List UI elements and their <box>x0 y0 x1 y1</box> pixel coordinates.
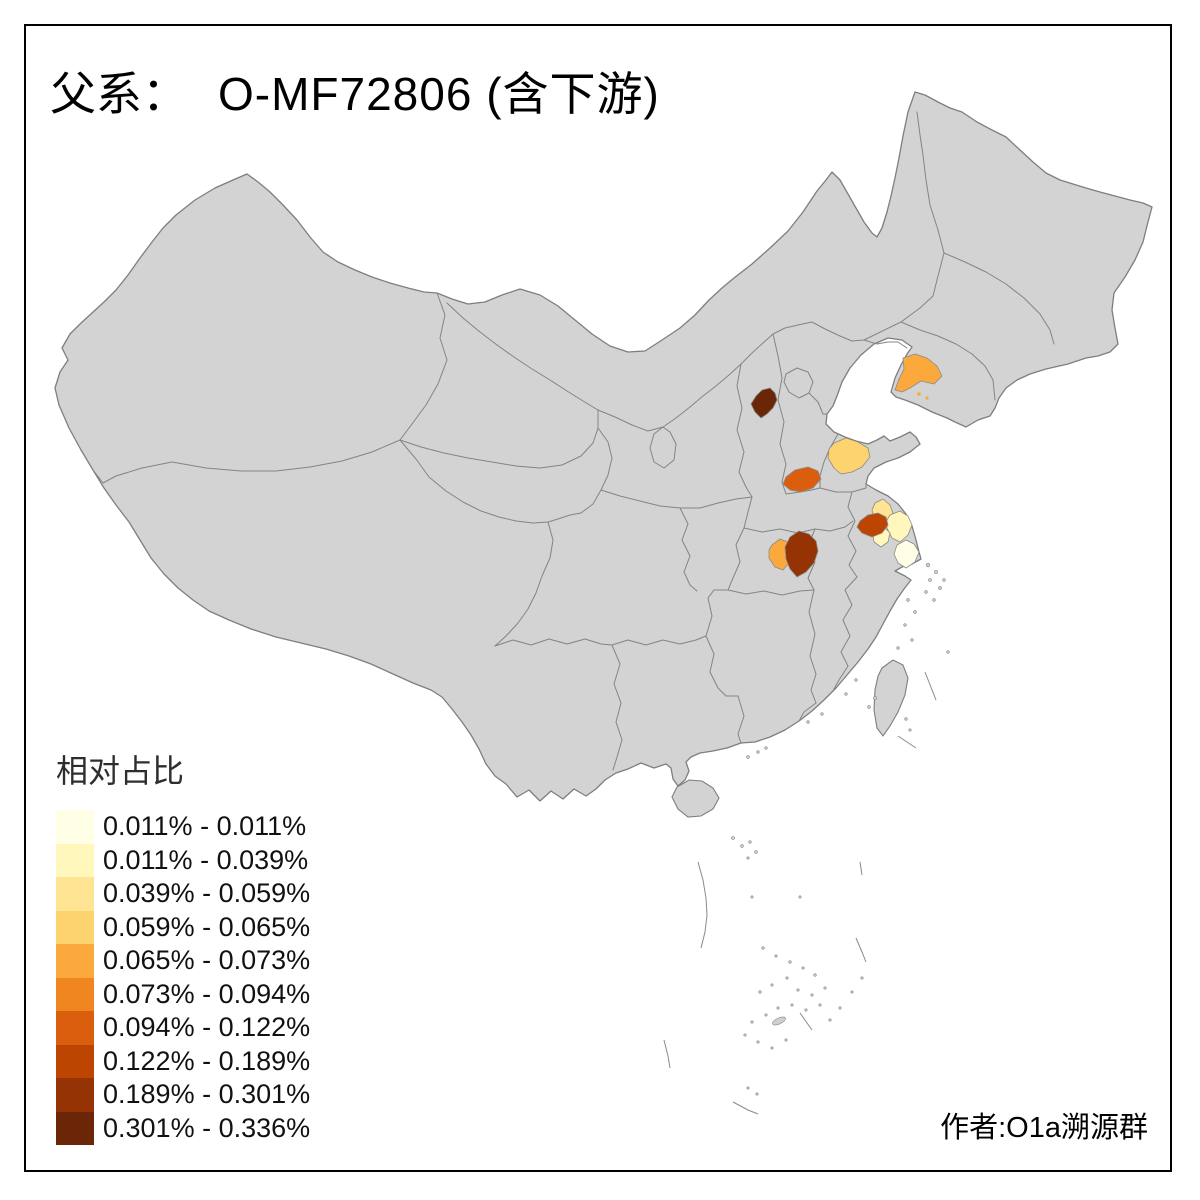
legend-swatch <box>56 1078 94 1112</box>
legend-item: 0.059% - 0.065% <box>56 910 311 944</box>
coastal-islets <box>731 562 950 1096</box>
highlight-central-jiangsu <box>856 512 889 538</box>
highlight-central-shandong <box>827 437 871 475</box>
title-prefix: 父系： <box>50 67 188 121</box>
legend-swatch <box>56 910 94 944</box>
legend-item: 0.011% - 0.039% <box>56 843 310 877</box>
province-borders <box>92 111 1055 771</box>
legend-swatch <box>56 843 94 877</box>
page-title: 父系： O-MF72806 (含下游) <box>50 58 660 124</box>
foreign-coastline-dashes <box>663 671 937 1115</box>
dalian-islet <box>917 392 921 396</box>
dalian-islet <box>925 396 929 400</box>
legend-label: 0.065% - 0.073% <box>103 945 311 975</box>
highlight-southeast-jiangsu <box>893 539 920 569</box>
legend-title: 相对占比 <box>56 752 185 790</box>
legend-swatch <box>56 1011 94 1045</box>
legend-swatch <box>56 944 94 978</box>
legend-item: 0.065% - 0.073% <box>56 944 310 978</box>
hainan-island <box>671 779 720 818</box>
highlight-north-hebei <box>750 387 778 419</box>
legend: 相对占比 0.011% - 0.011% 0.011% - 0.039% 0.0… <box>56 746 310 1145</box>
title-haplogroup: O-MF72806 (含下游) <box>218 68 660 120</box>
legend-label: 0.189% - 0.301% <box>103 1079 311 1109</box>
legend-item: 0.073% - 0.094% <box>56 977 311 1011</box>
legend-swatch <box>56 1111 94 1145</box>
legend-swatch <box>56 977 94 1011</box>
legend-label: 0.011% - 0.039% <box>103 844 309 875</box>
highlight-regions <box>750 353 943 578</box>
legend-item: 0.122% - 0.189% <box>56 1044 311 1078</box>
legend-item: 0.011% - 0.011% <box>56 810 310 844</box>
legend-label: 0.094% - 0.122% <box>103 1012 311 1042</box>
legend-label: 0.122% - 0.189% <box>103 1045 311 1076</box>
legend-label: 0.073% - 0.094% <box>103 978 311 1009</box>
author-credit: 作者:O1a溯源群 <box>940 1112 1148 1144</box>
highlight-southwest-shandong <box>782 466 822 493</box>
highlight-east-hubei <box>784 530 819 578</box>
legend-label: 0.301% - 0.336% <box>103 1112 311 1143</box>
legend-item: 0.189% - 0.301% <box>56 1078 310 1112</box>
legend-swatch <box>56 810 94 844</box>
legend-label: 0.011% - 0.011% <box>103 811 307 841</box>
highlight-liaodong-dalian <box>894 353 943 393</box>
legend-swatch <box>56 1044 94 1078</box>
figure-frame <box>24 24 1172 1172</box>
legend-item: 0.301% - 0.336% <box>56 1111 311 1145</box>
legend-label: 0.039% - 0.059% <box>103 878 311 908</box>
legend-item: 0.039% - 0.059% <box>56 877 310 911</box>
legend-label: 0.059% - 0.065% <box>103 911 311 942</box>
legend-item: 0.094% - 0.122% <box>56 1011 310 1045</box>
legend-swatch <box>56 877 94 911</box>
taiwan-island <box>873 659 909 737</box>
mainland-china-outline <box>54 91 1153 802</box>
